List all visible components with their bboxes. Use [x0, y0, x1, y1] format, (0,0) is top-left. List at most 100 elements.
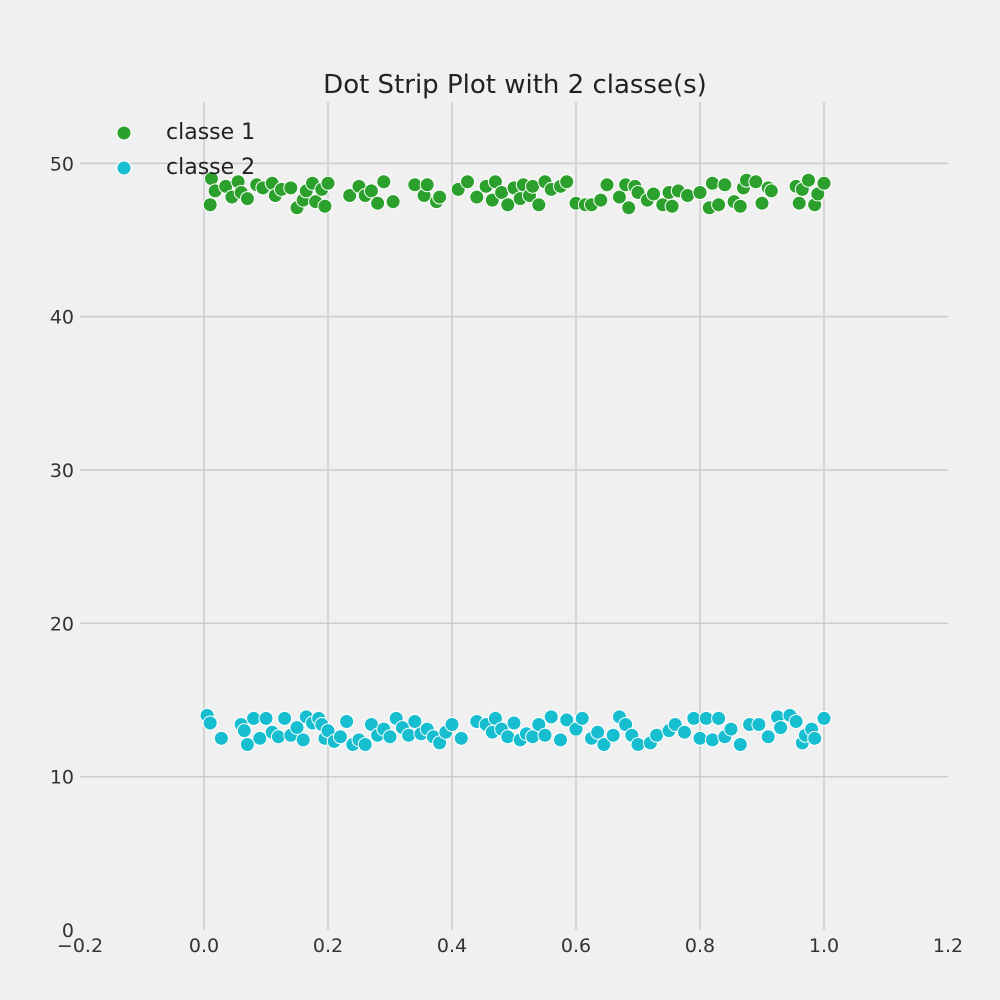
- data-point-classe-2: [723, 721, 739, 737]
- data-point-classe-1: [763, 183, 779, 199]
- data-point-classe-1: [342, 188, 358, 204]
- data-point-classe-2: [596, 736, 612, 752]
- data-point-classe-1: [816, 175, 832, 191]
- tick-labels: −0.2 0.0 0.2 0.4 0.6 0.8 1.0 1.2 0 10 20 30 40 50: [50, 153, 963, 957]
- data-point-classe-2: [506, 715, 522, 731]
- x-tick-label: 0.2: [313, 935, 343, 957]
- data-point-classe-2: [270, 729, 286, 745]
- data-point-classe-1: [317, 198, 333, 214]
- grid: [80, 102, 948, 930]
- data-point-classe-1: [680, 188, 696, 204]
- y-tick-label: 0: [62, 920, 74, 942]
- data-point-classe-1: [432, 189, 448, 205]
- data-point-classe-2: [444, 717, 460, 733]
- data-point-classe-2: [692, 730, 708, 746]
- data-point-classe-2: [202, 715, 218, 731]
- data-point-classe-2: [239, 736, 255, 752]
- data-point-classe-2: [357, 736, 373, 752]
- data-point-classe-1: [283, 180, 299, 196]
- data-point-classe-1: [370, 195, 386, 211]
- y-tick-label: 40: [50, 307, 74, 329]
- data-point-classe-1: [531, 197, 547, 213]
- data-point-classe-1: [469, 189, 485, 205]
- data-point-classe-1: [385, 194, 401, 210]
- data-point-classe-1: [621, 200, 637, 216]
- data-point-classe-2: [553, 732, 568, 748]
- data-point-classe-2: [590, 724, 606, 740]
- data-point-classe-2: [711, 710, 727, 726]
- data-point-classe-1: [320, 175, 336, 191]
- x-tick-label: −0.2: [57, 935, 103, 957]
- data-point-classe-2: [807, 730, 823, 746]
- data-point-classe-2: [252, 730, 268, 746]
- data-point-classe-2: [453, 730, 469, 746]
- data-point-classe-1: [754, 195, 770, 211]
- data-point-classe-2: [751, 717, 767, 733]
- data-point-classe-2: [559, 712, 575, 728]
- y-tick-label: 50: [50, 153, 74, 175]
- data-points: [199, 171, 832, 752]
- x-tick-label: 0.6: [561, 935, 591, 957]
- data-point-classe-2: [500, 729, 516, 745]
- data-point-classe-1: [500, 197, 516, 213]
- data-point-classe-2: [732, 736, 748, 752]
- y-tick-label: 10: [50, 767, 74, 789]
- data-point-classe-1: [711, 197, 727, 213]
- data-point-classe-2: [816, 710, 832, 726]
- data-point-classe-2: [289, 720, 305, 736]
- data-point-classe-1: [704, 175, 720, 191]
- data-point-classe-2: [605, 727, 621, 743]
- data-point-classe-2: [543, 709, 559, 725]
- data-point-classe-1: [559, 174, 575, 190]
- data-point-classe-2: [382, 729, 398, 745]
- data-point-classe-2: [332, 729, 348, 745]
- data-point-classe-2: [407, 713, 423, 729]
- data-point-classe-1: [599, 177, 615, 193]
- data-point-classe-2: [704, 732, 720, 748]
- data-point-classe-2: [258, 710, 274, 726]
- data-point-classe-1: [664, 198, 680, 214]
- data-point-classe-2: [574, 710, 590, 726]
- data-point-classe-1: [748, 174, 764, 190]
- data-point-classe-1: [646, 186, 661, 202]
- data-point-classe-2: [677, 724, 692, 740]
- x-tick-label: 0.4: [437, 935, 467, 957]
- data-point-classe-2: [773, 720, 789, 736]
- legend-marker-classe-2: [116, 160, 132, 176]
- data-point-classe-1: [611, 189, 627, 205]
- data-point-classe-1: [239, 191, 255, 207]
- x-tick-label: 1.2: [933, 935, 963, 957]
- data-point-classe-1: [791, 195, 807, 211]
- data-point-classe-1: [363, 183, 379, 199]
- data-point-classe-1: [376, 174, 392, 190]
- data-point-classe-2: [649, 727, 665, 743]
- data-point-classe-1: [202, 197, 218, 213]
- data-point-classe-2: [339, 713, 355, 729]
- data-point-classe-1: [801, 172, 816, 188]
- x-tick-label: 0.0: [189, 935, 219, 957]
- legend-marker-classe-1: [116, 125, 132, 141]
- data-point-classe-1: [419, 177, 435, 193]
- data-point-classe-1: [717, 177, 733, 193]
- data-point-classe-2: [295, 732, 311, 748]
- legend-label-classe-2: classe 2: [166, 155, 255, 180]
- data-point-classe-2: [213, 730, 229, 746]
- data-point-classe-1: [525, 178, 541, 194]
- x-tick-label: 1.0: [809, 935, 839, 957]
- data-point-classe-1: [593, 192, 609, 208]
- data-point-classe-2: [788, 713, 804, 729]
- y-tick-label: 20: [50, 613, 74, 635]
- legend-label-classe-1: classe 1: [166, 120, 255, 145]
- data-point-classe-1: [692, 184, 708, 200]
- data-point-classe-1: [732, 198, 748, 214]
- x-tick-label: 0.8: [685, 935, 715, 957]
- data-point-classe-2: [277, 710, 293, 726]
- y-tick-label: 30: [50, 460, 74, 482]
- data-point-classe-2: [630, 736, 646, 752]
- chart-title: Dot Strip Plot with 2 classe(s): [323, 70, 707, 100]
- data-point-classe-2: [236, 723, 252, 739]
- data-point-classe-2: [760, 729, 776, 745]
- legend: classe 1 classe 2: [116, 120, 255, 180]
